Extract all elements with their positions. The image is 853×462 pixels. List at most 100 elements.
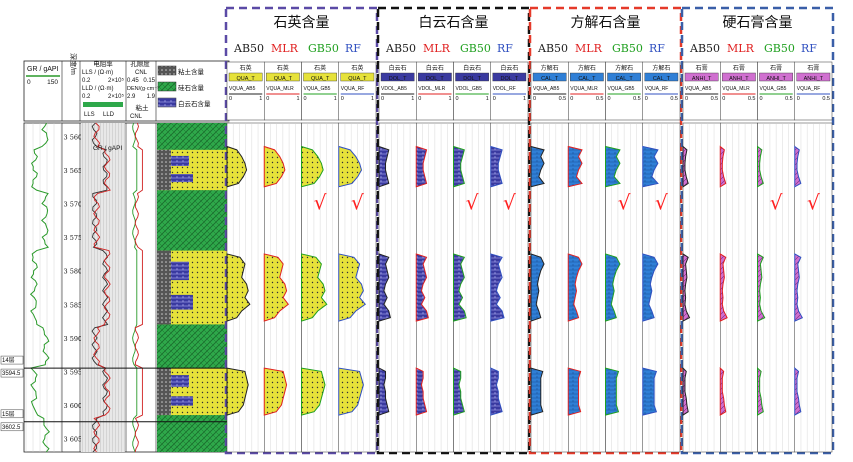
depth-label: 3 600 [64,402,83,410]
lith-legend-label: 粘土含量 [178,67,205,76]
track-mineral-label: 石膏 [807,64,819,72]
left-header-frame [23,60,230,122]
mineral-fill-area [719,253,728,322]
track-scale-min: 0 [533,96,536,102]
track-mineral-label: 白云石 [389,64,407,72]
check-mark: √ [618,191,631,215]
track-header-box [338,61,377,121]
track-scale-min: 0 [229,96,232,102]
track-scale-max: 1 [486,96,489,102]
mineral-fill-area [530,253,545,322]
track-mineral-label: 石膏 [696,64,708,72]
track-curve-label: VDOL_MLR [418,86,445,92]
method-label: RF [649,42,665,55]
track-series-label: ANHI_T [766,76,786,82]
group-frame [224,6,379,455]
track-scale-max: 0.5 [785,96,793,102]
mineral-fill-area [490,145,503,188]
track-label-swatch [644,72,679,82]
track-scale-max: 0.5 [596,96,604,102]
track-label-swatch [380,72,415,82]
track-mineral-label: 白云石 [426,64,444,72]
lith-legend-swatch [157,65,177,76]
lith-legend-swatch [157,97,177,108]
layer-label-box [0,409,24,419]
mineral-fill-area [567,367,582,416]
cnl-label: CNL [135,70,148,76]
check-mark: √ [655,191,668,215]
mineral-fill-area [642,145,659,188]
track-curve-label: VQUA_AB5 [533,86,560,92]
track-mineral-label: 石膏 [733,64,745,72]
track-mineral-label: 方解石 [615,64,633,72]
layer-name-label: 15层 [2,411,15,418]
group-frame [680,6,835,455]
track-header-box [642,61,681,121]
method-label: GB50 [764,42,795,55]
track-curve-label: VDOL_AB5 [381,86,407,92]
track-curve-label: VQUA_MLR [266,86,294,92]
lith-dol-band [171,174,193,183]
check-mark: √ [770,191,783,215]
track-scale-max: 1 [259,96,262,102]
track-label-swatch [607,72,641,82]
layer-depth-label: 3602.5 [2,425,21,431]
track-scale-min: 0 [685,96,688,102]
layer-name-label: 14层 [2,357,15,364]
track-mineral-label: 石英 [240,64,252,72]
method-label: MLR [423,42,451,55]
res-min-1: 0.2 [82,78,91,84]
track-scale-max: 1 [334,96,337,102]
cnl-legend: CNL [130,114,143,120]
lith-dol-band [171,396,193,406]
track-scale-min: 0 [493,96,496,102]
track-curve-label: VQUA_MLR [722,86,750,92]
gr-max-label: 150 [47,79,58,86]
gr-min-label: 0 [27,79,31,86]
group-title: 硬石膏含量 [723,14,793,31]
mineral-fill-area [453,145,465,188]
check-mark: √ [351,191,364,215]
mineral-fill-area [453,367,465,416]
mineral-fill-area [682,145,689,188]
depth-label: 3 580 [64,268,83,276]
mineral-fill-area [794,366,802,416]
track-series-label: CAL_T [616,76,634,82]
track-scale-max: 1 [296,96,299,102]
mineral-fill-area [719,145,727,188]
track-mineral-label: 方解石 [652,64,670,72]
method-label: RF [345,42,361,55]
track-label-swatch [684,72,719,82]
lith-legend-label: 白云石含量 [178,99,211,108]
lith-dark-band [157,149,171,191]
mineral-fill-area [453,253,467,322]
por-title: 孔隙度 [130,59,150,68]
lith-dol-band [171,375,189,387]
mineral-fill-area [378,145,390,188]
mineral-fill-area [263,367,288,416]
group-title: 方解石含量 [571,15,641,31]
res-background [81,123,125,452]
track-label-swatch [722,72,756,82]
track-scale-max: 0.5 [711,96,719,102]
track-curve-label: VQUA_RF [341,86,365,92]
clay-title: 粘土 [136,103,150,112]
cnl-min: 0.45 [127,78,139,84]
track-scale-max: 1 [371,96,374,102]
mineral-fill-area [605,253,621,322]
mineral-fill-area [567,253,583,322]
track-mineral-label: 石英 [314,64,326,72]
mineral-fill-area [794,145,802,188]
track-label-swatch [303,72,337,82]
track-scale-min: 0 [570,96,573,102]
lith-dol-band [171,261,189,281]
mineral-fill-area [757,253,766,322]
track-series-label: QUA_T [236,76,255,82]
track-series-label: ANHI_T [692,76,712,82]
track-series-label: ANHI_T [804,76,824,82]
check-mark: √ [314,191,327,215]
mineral-fill-area [226,253,251,322]
mineral-fill-area [301,253,328,322]
track-scale-min: 0 [760,96,763,102]
method-label: GB50 [612,42,643,55]
